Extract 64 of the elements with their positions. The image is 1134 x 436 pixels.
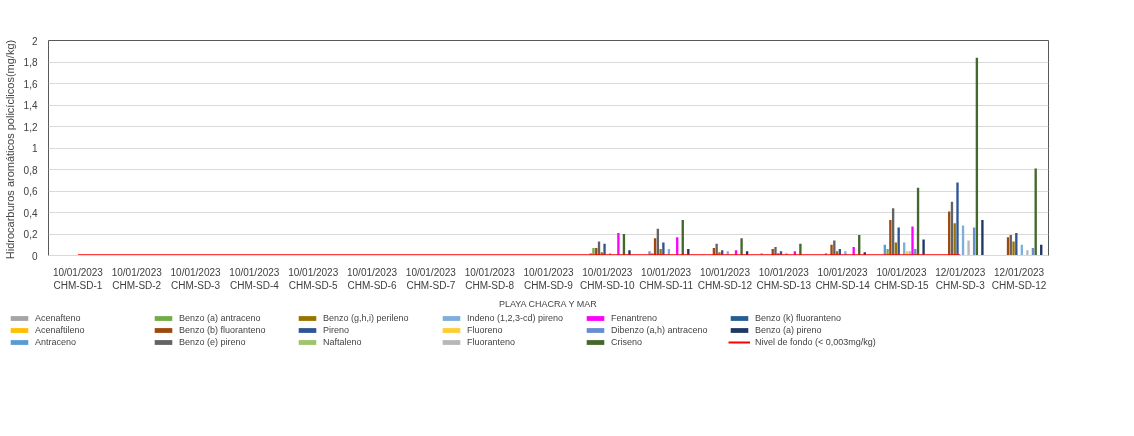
legend-label: Antraceno	[35, 337, 78, 347]
x-tick-label: 10/01/2023 CHM-SD-14	[815, 266, 871, 291]
legend-label: Benzo (a) pireno	[755, 325, 823, 335]
legend-label: Dibenzo (a,h) antraceno	[611, 325, 709, 335]
legend-label: Benzo (b) fluoranteno	[179, 325, 267, 335]
x-tick-label: 10/01/2023 CHM-SD-2	[111, 266, 163, 291]
bar	[799, 243, 802, 256]
x-tick-label: 10/01/2023 CHM-SD-13	[756, 266, 812, 291]
legend-label: Fenantreno	[611, 313, 659, 323]
bar	[617, 232, 620, 256]
x-tick-label: 10/01/2023 CHM-SD-7	[405, 266, 457, 291]
legend-label: Benzo (g,h,i) perileno	[323, 313, 410, 323]
x-tick-label: 10/01/2023 CHM-SD-4	[229, 266, 280, 291]
bar	[740, 238, 743, 256]
legend-label: Acenaftileno	[35, 325, 86, 335]
legend-label: Benzo (k) fluoranteno	[755, 313, 843, 323]
y-tick-label: 1,4	[23, 100, 38, 111]
legend-label: Indeno (1,2,3-cd) pireno	[467, 313, 565, 323]
bar	[981, 220, 984, 256]
x-tick-label: 10/01/2023 CHM-SD-11	[639, 266, 694, 291]
bar	[662, 242, 665, 256]
y-axis-title: Hidrocarburos aromáticos policíclicos(mg/kg)	[3, 39, 16, 260]
bar	[889, 220, 892, 256]
x-tick-label: 10/01/2023 CHM-SD-15	[874, 266, 930, 291]
bar	[1026, 250, 1029, 256]
bar	[830, 244, 833, 256]
x-tick-label: 10/01/2023 CHM-SD-8	[464, 266, 516, 291]
legend-label: Criseno	[611, 337, 643, 347]
bar	[922, 239, 925, 256]
y-tick-label: 0	[31, 250, 38, 262]
legend-label: Fluoranteno	[467, 337, 517, 347]
bar	[897, 227, 900, 256]
legend-label: Naftaleno	[323, 337, 363, 347]
x-tick-label: 10/01/2023 CHM-SD-3	[170, 266, 222, 291]
y-tick-label: 0,4	[23, 207, 38, 219]
y-tick-label: 1	[31, 143, 38, 154]
y-tick-label: 2	[31, 35, 38, 47]
bar	[967, 240, 970, 256]
legend-label: Acenafteno	[35, 313, 82, 323]
y-tick-label: 1,2	[23, 121, 38, 133]
legend-label: Fluoreno	[467, 325, 504, 335]
x-tick-label: 10/01/2023 CHM-SD-10	[580, 266, 635, 291]
x-tick-label: 12/01/2023 CHM-SD-12	[991, 266, 1047, 291]
x-tick-label: 10/01/2023 CHM-SD-6	[347, 266, 398, 291]
x-tick-label: 10/01/2023 CHM-SD-1	[52, 266, 104, 291]
legend-label: Pireno	[323, 325, 350, 335]
bar	[603, 243, 606, 256]
legend-label: Benzo (e) pireno	[179, 337, 247, 347]
legend-label: Benzo (a) antraceno	[179, 313, 262, 323]
bar	[911, 226, 914, 256]
bar	[715, 243, 718, 256]
x-axis-title: PLAYA CHACRA Y MAR	[498, 298, 598, 309]
y-tick-label: 0,6	[23, 186, 38, 197]
y-tick-label: 0,2	[23, 229, 38, 240]
x-tick-label: 10/01/2023 CHM-SD-12	[697, 266, 753, 291]
legend-label: Nivel de fondo (< 0,003mg/kg)	[755, 337, 876, 347]
x-tick-label: 10/01/2023 CHM-SD-5	[288, 266, 339, 291]
y-tick-label: 1,6	[23, 78, 38, 90]
bar	[1012, 241, 1015, 256]
x-tick-label: 10/01/2023 CHM-SD-9	[523, 266, 574, 291]
y-tick-label: 0,8	[23, 164, 38, 176]
y-tick-label: 1,8	[23, 57, 38, 68]
x-tick-label: 12/01/2023 CHM-SD-3	[935, 266, 986, 291]
bar	[956, 182, 959, 256]
